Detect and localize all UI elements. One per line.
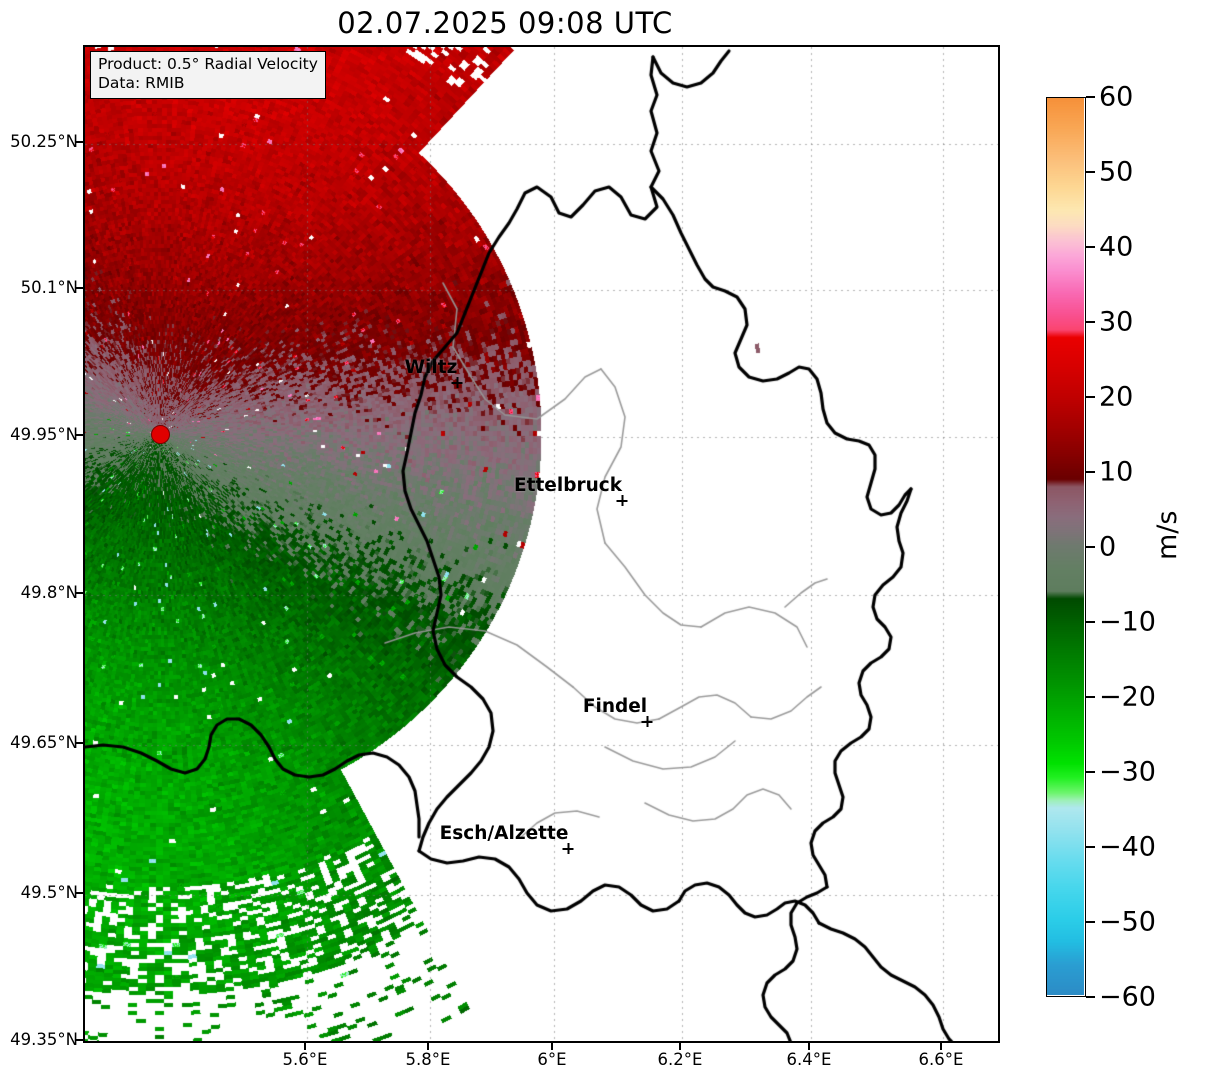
x-axis-tick-label: 6°E <box>537 1050 567 1069</box>
x-axis-tick-label: 5.8°E <box>405 1050 451 1069</box>
data-source-line: Data: RMIB <box>98 74 185 93</box>
colorbar-tick-label: −20 <box>1099 681 1156 713</box>
x-axis-tick <box>808 1043 810 1050</box>
colorbar-tick <box>1086 396 1095 398</box>
y-axis-tick <box>76 742 83 744</box>
colorbar-tick-label: 30 <box>1099 306 1134 338</box>
colorbar-tick-label: −40 <box>1099 831 1156 863</box>
y-axis-tick <box>76 1039 83 1041</box>
city-label-ettelbruck: Ettelbruck <box>514 475 676 506</box>
city-label-esch-alzette: Esch/Alzette <box>440 823 633 854</box>
colorbar-tick-label: −50 <box>1099 906 1156 938</box>
y-axis-tick-label: 49.95°N <box>10 425 78 444</box>
x-axis-tick <box>304 1043 306 1050</box>
colorbar-tick <box>1086 621 1095 623</box>
y-axis-tick-label: 49.5°N <box>20 883 78 902</box>
colorbar-tick-label: 0 <box>1099 531 1117 563</box>
colorbar-tick-label: 10 <box>1099 456 1134 488</box>
y-axis-tick-label: 49.35°N <box>10 1030 78 1049</box>
colorbar-gradient <box>1047 98 1084 995</box>
y-axis-tick <box>76 434 83 436</box>
x-axis-tick-label: 6.6°E <box>918 1050 964 1069</box>
page-title: 02.07.2025 09:08 UTC <box>337 6 673 40</box>
y-axis-tick <box>76 287 83 289</box>
colorbar-tick-label: 60 <box>1099 81 1134 113</box>
city-name: Findel <box>582 696 648 717</box>
radar-velocity-field <box>85 47 998 1041</box>
colorbar-tick-label: 40 <box>1099 231 1134 263</box>
colorbar-tick <box>1086 921 1095 923</box>
x-axis-tick <box>940 1043 942 1050</box>
colorbar[interactable] <box>1046 97 1086 997</box>
city-cross-marker-icon <box>451 377 463 388</box>
y-axis-tick-label: 50.25°N <box>10 132 78 151</box>
city-cross-marker-icon <box>562 843 574 854</box>
colorbar-tick <box>1086 546 1095 548</box>
y-axis-tick-label: 49.8°N <box>20 583 78 602</box>
colorbar-tick <box>1086 996 1095 998</box>
y-axis-tick <box>76 892 83 894</box>
colorbar-tick-label: 50 <box>1099 156 1134 188</box>
product-line: Product: 0.5° Radial Velocity <box>98 55 318 73</box>
city-label-wiltz: Wiltz <box>405 357 484 388</box>
radar-map-plot[interactable]: Product: 0.5° Radial Velocity Data: RMIB… <box>83 45 1000 1043</box>
colorbar-tick-label: −10 <box>1099 606 1156 638</box>
x-axis-tick <box>679 1043 681 1050</box>
x-axis-tick <box>551 1043 553 1050</box>
y-axis-tick <box>76 141 83 143</box>
colorbar-unit-label: m/s <box>1152 510 1183 560</box>
x-axis-tick-label: 6.2°E <box>657 1050 703 1069</box>
city-cross-marker-icon <box>641 716 653 727</box>
x-axis-tick <box>427 1043 429 1050</box>
y-axis-tick-label: 50.1°N <box>20 278 78 297</box>
colorbar-tick <box>1086 471 1095 473</box>
city-cross-marker-icon <box>616 495 628 506</box>
colorbar-tick-label: −60 <box>1099 981 1156 1013</box>
x-axis-tick-label: 5.6°E <box>282 1050 328 1069</box>
city-name: Esch/Alzette <box>439 823 569 844</box>
colorbar-tick <box>1086 696 1095 698</box>
y-axis-tick-label: 49.65°N <box>10 733 78 752</box>
colorbar-tick <box>1086 246 1095 248</box>
colorbar-tick <box>1086 321 1095 323</box>
colorbar-tick-label: −30 <box>1099 756 1156 788</box>
city-name: Ettelbruck <box>513 475 623 496</box>
radar-site-marker <box>151 425 170 444</box>
x-axis-tick-label: 6.4°E <box>786 1050 832 1069</box>
city-label-findel: Findel <box>583 696 679 727</box>
colorbar-tick <box>1086 96 1095 98</box>
colorbar-tick <box>1086 771 1095 773</box>
colorbar-tick <box>1086 846 1095 848</box>
city-name: Wiltz <box>404 357 458 378</box>
product-info-box: Product: 0.5° Radial Velocity Data: RMIB <box>90 51 326 99</box>
y-axis-tick <box>76 592 83 594</box>
colorbar-tick <box>1086 171 1095 173</box>
colorbar-tick-label: 20 <box>1099 381 1134 413</box>
